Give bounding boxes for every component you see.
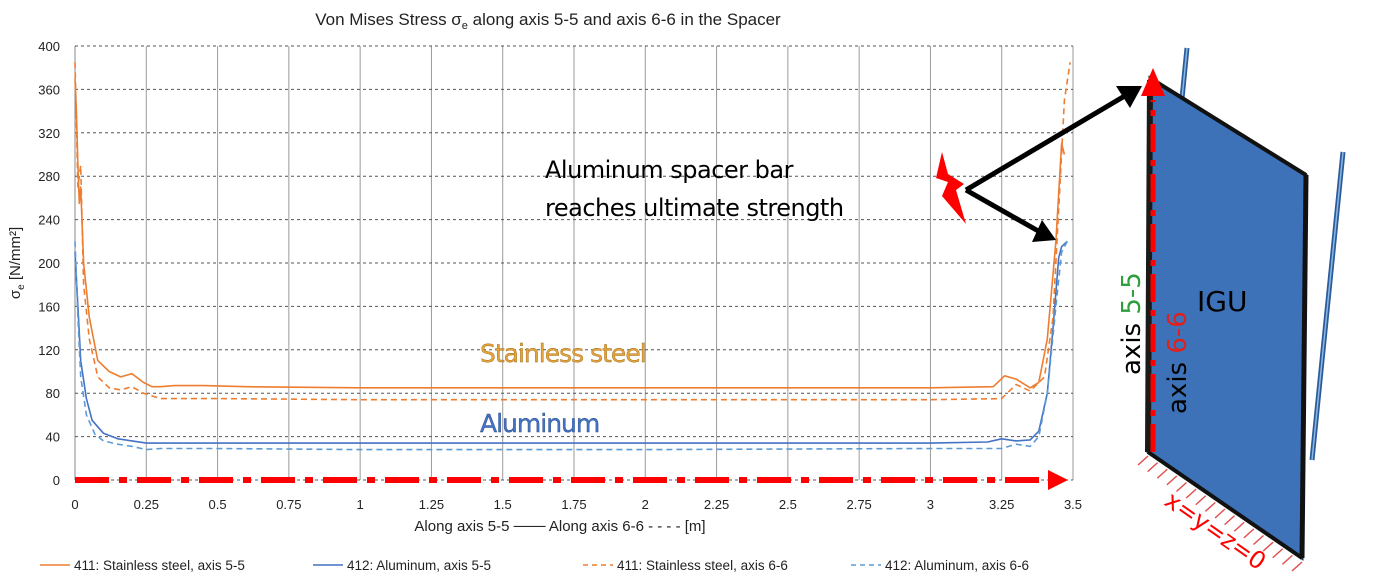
x-tick-label: 2 [642, 497, 649, 512]
callout-arrows [964, 86, 1142, 242]
legend-entry: 412: Aluminum, axis 5-5 [347, 558, 491, 573]
red-axis-arrowhead-horizontal [1048, 470, 1068, 490]
support-hatch [1137, 455, 1303, 572]
legend: 411: Stainless steel, axis 5-5 412: Alumi… [40, 558, 1029, 573]
x-tick-label: 1.25 [419, 497, 444, 512]
axis-66-label: axis 6-6 [1163, 311, 1193, 414]
y-tick-label: 40 [46, 430, 60, 445]
label-stainless-steel: Stainless steel [480, 339, 646, 368]
x-tick-label: 1 [357, 497, 364, 512]
x-tick-label: 2.5 [779, 497, 797, 512]
y-tick-label: 280 [38, 169, 60, 184]
label-aluminum: Aluminum [480, 409, 599, 438]
red-axis-arrowhead-vertical [1141, 68, 1165, 96]
series-line-1 [74, 78, 1066, 389]
series-line-4 [74, 240, 1069, 451]
x-tick-label: 3 [927, 497, 934, 512]
x-tick-label: 0.5 [209, 497, 227, 512]
callout-text-line2: reaches ultimate strength [545, 194, 844, 222]
axis-55-label: axis 5-5 [1117, 272, 1147, 375]
x-tick-label: 3.25 [989, 497, 1014, 512]
x-tick-label: 3.5 [1064, 497, 1082, 512]
y-tick-labels: 0 40 80 120 160 200 240 280 320 360 400 [38, 39, 60, 488]
y-tick-label: 360 [38, 82, 60, 97]
igu-diagram [1137, 47, 1346, 572]
y-tick-label: 320 [38, 126, 60, 141]
x-tick-label: 1.75 [561, 497, 586, 512]
y-tick-label: 120 [38, 343, 60, 358]
y-tick-label: 240 [38, 213, 60, 228]
y-tick-label: 160 [38, 299, 60, 314]
x-tick-labels: 0 0.25 0.5 0.75 1 1.25 1.5 1.75 2 2.25 2.5 2.75 3 3.2… [71, 497, 1082, 512]
y-tick-label: 400 [38, 39, 60, 54]
y-tick-label: 200 [38, 256, 60, 271]
series-line-3 [74, 62, 1071, 401]
x-axis-label: Along axis 5-5 ─── Along axis 6-6 - - - … [414, 518, 705, 535]
legend-entry: 411: Stainless steel, axis 5-5 [74, 558, 245, 573]
x-tick-label: 1.5 [494, 497, 512, 512]
x-tick-label: 2.75 [846, 497, 871, 512]
callout-text-line1: Aluminum spacer bar [545, 156, 794, 184]
x-tick-label: 2.25 [704, 497, 729, 512]
legend-entry: 412: Aluminum, axis 6-6 [885, 558, 1029, 573]
lightning-bolt-icon [936, 152, 966, 224]
chart-title: Von Mises Stress σe along axis 5-5 and a… [315, 10, 781, 32]
y-tick-label: 80 [46, 386, 60, 401]
series-lines [74, 62, 1071, 451]
y-axis-label: σe [N/mm²] [7, 227, 27, 299]
legend-entry: 411: Stainless steel, axis 6-6 [617, 558, 788, 573]
grid [74, 45, 1074, 481]
x-tick-label: 0.75 [276, 497, 301, 512]
x-tick-label: 0 [71, 497, 78, 512]
y-tick-label: 0 [53, 473, 60, 488]
igu-label: IGU [1197, 285, 1247, 318]
x-tick-label: 0.25 [134, 497, 159, 512]
